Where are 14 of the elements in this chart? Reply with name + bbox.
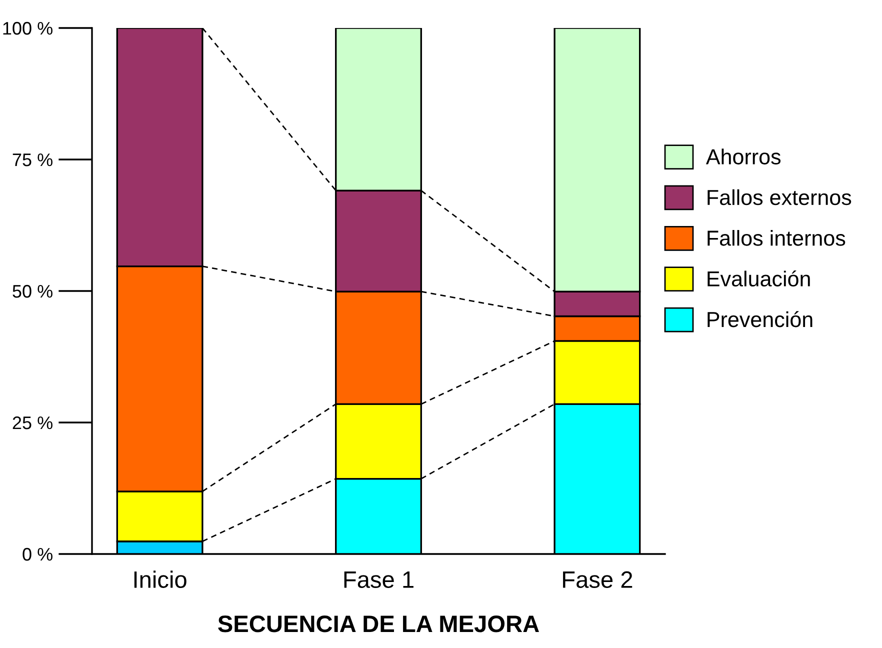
y-tick-label: 100 % <box>3 22 52 35</box>
y-tick-label: 75 % <box>12 154 52 166</box>
x-tick-label: Fase 1 <box>344 572 414 588</box>
x-axis-title: SECUENCIA DE LA MEJORA <box>218 616 540 632</box>
x-tick-label: Inicio <box>134 570 186 588</box>
legend-label: Prevención <box>708 311 812 328</box>
legend-label: Fallos internos <box>708 230 846 246</box>
x-tick-label: Fase 2 <box>563 571 632 588</box>
legend-label: Fallos externos <box>708 189 852 206</box>
legend-label: Evaluación <box>708 270 810 287</box>
y-tick-label: 25 % <box>12 416 52 430</box>
legend-label: Ahorros <box>706 148 781 164</box>
y-tick-label: 0 % <box>22 548 52 561</box>
y-tick-label: 50 % <box>12 284 52 298</box>
